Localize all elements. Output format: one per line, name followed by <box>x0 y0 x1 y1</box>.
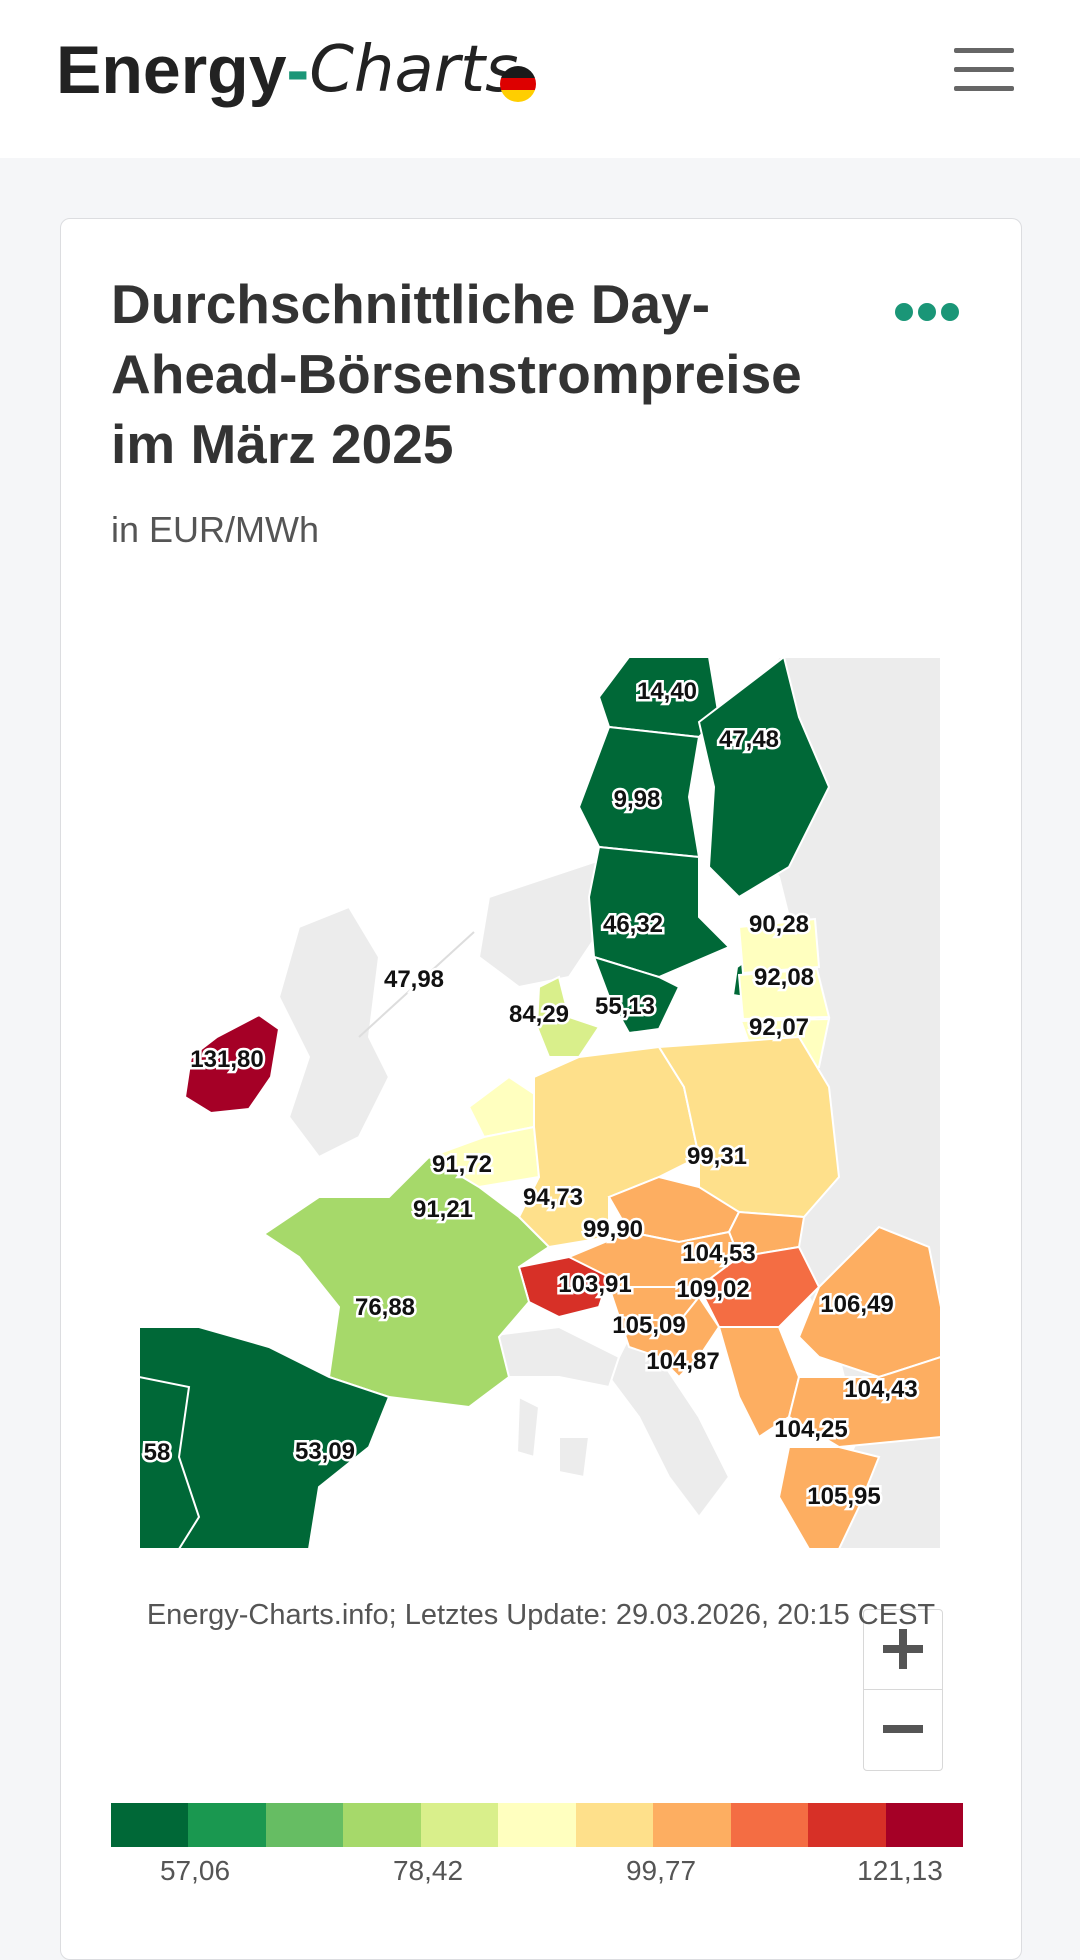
chart-subtitle: in EUR/MWh <box>111 509 320 550</box>
label-se4: 55,13 <box>595 993 655 1020</box>
legend-swatch <box>575 1803 654 1847</box>
legend-swatch <box>420 1803 499 1847</box>
plus-icon[interactable] <box>864 1610 942 1688</box>
legend-swatch <box>730 1803 809 1847</box>
label-es: 53,09 <box>295 1438 355 1465</box>
legend-tick: 99,77 <box>625 1855 697 1886</box>
label-hu: 109,02 <box>676 1276 749 1303</box>
header: Energy - Charts <box>0 0 1080 158</box>
label-no: 47,98 <box>384 966 444 993</box>
label-hr: 104,87 <box>646 1348 719 1375</box>
label-rs: 104,25 <box>774 1416 847 1443</box>
source-note: Energy-Charts.info; Letztes Update: 29.0… <box>146 1599 936 1631</box>
label-lv: 92,08 <box>754 964 814 991</box>
label-fr: 76,88 <box>355 1294 415 1321</box>
logo-part-charts: Charts <box>309 33 519 107</box>
label-ro: 106,49 <box>820 1291 893 1318</box>
label-de: 94,73 <box>523 1184 583 1211</box>
label-gr: 105,95 <box>807 1483 880 1510</box>
zoom-control <box>863 1609 943 1771</box>
label-at: 103,91 <box>558 1271 631 1298</box>
legend-swatch <box>653 1803 731 1847</box>
more-dots-icon[interactable] <box>895 301 959 325</box>
legend-swatch <box>343 1803 421 1847</box>
label-se3: 46,32 <box>603 911 663 938</box>
legend-swatch <box>498 1803 576 1847</box>
legend-tick: 121,13 <box>857 1855 943 1886</box>
legend-swatch <box>111 1803 189 1847</box>
label-se1: 14,40 <box>637 678 697 705</box>
label-be: 91,21 <box>413 1196 473 1223</box>
legend-swatch <box>885 1803 963 1847</box>
minus-icon[interactable] <box>864 1690 942 1768</box>
label-pt: 58 <box>144 1439 171 1466</box>
page-title: Durchschnittliche Day-Ahead-Börsenstromp… <box>111 273 802 475</box>
energy-charts-logo[interactable]: Energy - Charts <box>56 30 518 110</box>
logo-part-dash: - <box>286 32 310 108</box>
label-si: 105,09 <box>612 1312 685 1339</box>
label-pl: 99,31 <box>687 1143 747 1170</box>
color-legend <box>111 1803 963 1847</box>
legend-swatch <box>808 1803 886 1847</box>
germany-flag-icon <box>500 66 536 102</box>
label-se2: 9,98 <box>614 786 661 813</box>
legend-swatch <box>265 1803 344 1847</box>
label-cz: 99,90 <box>583 1216 643 1243</box>
legend-ticks: 57,06 78,42 99,77 121,13 <box>111 1855 963 1895</box>
label-fi: 47,48 <box>719 726 779 753</box>
label-nl: 91,72 <box>432 1151 492 1178</box>
logo-part-energy: Energy <box>56 32 287 108</box>
label-ie: 131,80 <box>190 1046 263 1073</box>
chart-card: Durchschnittliche Day-Ahead-Börsenstromp… <box>60 218 1022 1960</box>
legend-swatch <box>188 1803 266 1847</box>
legend-tick: 57,06 <box>159 1855 231 1886</box>
hamburger-icon[interactable] <box>954 44 1014 94</box>
europe-price-map[interactable]: 14,40 47,48 9,98 46,32 90,28 47,98 92,08… <box>139 657 941 1549</box>
legend-tick: 78,42 <box>392 1855 464 1886</box>
label-ee: 90,28 <box>749 911 809 938</box>
label-bg: 104,43 <box>844 1376 917 1403</box>
label-dk: 84,29 <box>509 1001 569 1028</box>
label-lt: 92,07 <box>749 1014 809 1041</box>
label-sk: 104,53 <box>682 1240 755 1267</box>
